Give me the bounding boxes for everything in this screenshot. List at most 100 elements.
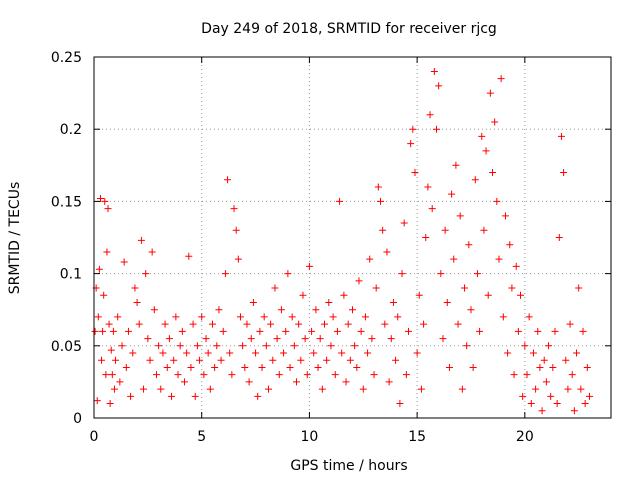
data-point bbox=[547, 392, 555, 400]
data-point bbox=[351, 342, 359, 350]
data-point bbox=[333, 327, 341, 335]
data-point bbox=[424, 183, 432, 191]
data-point bbox=[402, 371, 410, 379]
data-point bbox=[555, 234, 563, 241]
data-point bbox=[465, 241, 473, 249]
data-point bbox=[417, 385, 425, 393]
data-point bbox=[368, 335, 376, 343]
data-point bbox=[308, 327, 316, 335]
data-point bbox=[146, 356, 154, 364]
data-point bbox=[413, 349, 421, 357]
data-point bbox=[422, 234, 430, 241]
data-point bbox=[527, 400, 535, 408]
data-point bbox=[538, 407, 546, 415]
data-point bbox=[183, 349, 191, 357]
data-point bbox=[581, 400, 589, 408]
data-point bbox=[129, 349, 137, 357]
data-point bbox=[252, 349, 260, 357]
data-point bbox=[161, 320, 169, 328]
data-point bbox=[377, 197, 385, 205]
data-point bbox=[573, 349, 581, 357]
data-point bbox=[329, 313, 337, 321]
data-point bbox=[217, 356, 225, 364]
y-tick-label: 0.05 bbox=[51, 339, 82, 355]
data-point bbox=[454, 320, 462, 328]
data-point bbox=[549, 363, 557, 371]
data-point bbox=[239, 342, 247, 350]
data-point bbox=[236, 313, 244, 321]
data-point bbox=[344, 320, 352, 328]
data-point bbox=[280, 349, 288, 357]
data-point bbox=[420, 320, 428, 328]
data-point bbox=[435, 82, 443, 90]
data-point bbox=[545, 342, 553, 350]
data-point bbox=[312, 306, 320, 314]
data-point bbox=[551, 327, 559, 335]
data-point bbox=[109, 327, 117, 335]
data-point bbox=[426, 111, 434, 119]
data-point bbox=[258, 363, 266, 371]
data-point bbox=[165, 335, 173, 343]
data-point bbox=[508, 284, 516, 292]
data-point bbox=[553, 400, 561, 408]
data-point bbox=[499, 313, 507, 321]
data-point bbox=[93, 397, 101, 405]
data-point bbox=[103, 248, 111, 256]
data-point bbox=[135, 320, 143, 328]
data-point bbox=[471, 176, 479, 184]
data-point bbox=[262, 342, 270, 350]
data-point bbox=[168, 392, 176, 400]
data-point bbox=[456, 212, 464, 220]
data-point bbox=[331, 371, 339, 379]
data-point bbox=[260, 313, 268, 321]
data-point bbox=[340, 291, 348, 299]
data-point bbox=[521, 342, 529, 350]
data-point bbox=[325, 298, 333, 306]
data-point bbox=[506, 241, 514, 249]
data-point bbox=[361, 313, 369, 321]
data-point bbox=[292, 378, 300, 386]
data-point bbox=[137, 236, 145, 244]
data-point bbox=[185, 252, 193, 260]
data-point bbox=[288, 313, 296, 321]
data-point bbox=[206, 385, 214, 393]
data-point bbox=[463, 342, 471, 350]
data-point bbox=[583, 363, 591, 371]
data-point bbox=[452, 161, 460, 169]
data-point bbox=[99, 327, 107, 335]
data-point bbox=[254, 392, 262, 400]
data-point bbox=[100, 291, 108, 299]
data-point bbox=[150, 306, 158, 314]
data-point bbox=[523, 371, 531, 379]
data-point bbox=[536, 363, 544, 371]
data-point bbox=[379, 226, 387, 234]
data-point bbox=[193, 342, 201, 350]
data-point bbox=[305, 262, 313, 270]
data-point bbox=[200, 371, 208, 379]
data-point bbox=[387, 335, 395, 343]
data-point bbox=[364, 349, 372, 357]
data-point bbox=[228, 371, 236, 379]
data-point bbox=[108, 371, 116, 379]
data-point bbox=[570, 407, 578, 415]
data-point bbox=[476, 327, 484, 335]
data-point bbox=[247, 335, 255, 343]
data-point bbox=[409, 125, 417, 133]
data-point bbox=[273, 335, 281, 343]
y-tick-label: 0.1 bbox=[60, 267, 82, 283]
data-point bbox=[445, 363, 453, 371]
data-point bbox=[269, 356, 277, 364]
data-point bbox=[219, 327, 227, 335]
data-point bbox=[501, 212, 509, 220]
data-point bbox=[585, 392, 593, 400]
data-point bbox=[473, 270, 481, 278]
data-point bbox=[101, 197, 109, 205]
data-point bbox=[389, 298, 397, 306]
data-point bbox=[267, 320, 275, 328]
data-point bbox=[102, 371, 110, 379]
data-point bbox=[458, 385, 466, 393]
data-point bbox=[104, 205, 112, 213]
data-point bbox=[224, 176, 232, 184]
y-tick-labels: 0 0.05 0.1 0.15 0.2 0.25 bbox=[51, 50, 82, 427]
